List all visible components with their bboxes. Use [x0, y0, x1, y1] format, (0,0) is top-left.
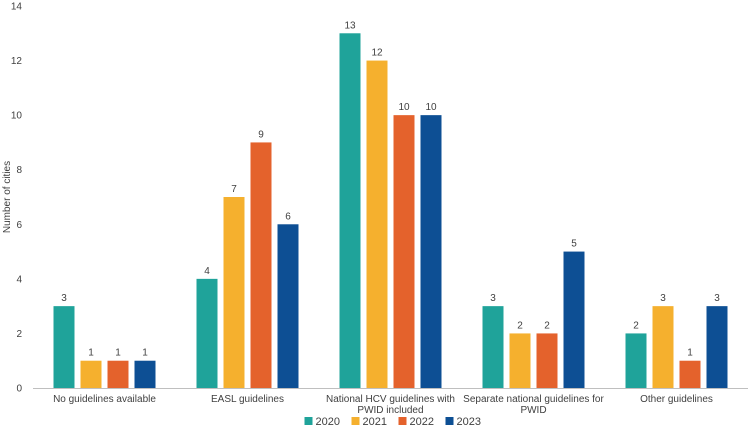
data-label-2020-cat-0: 3	[61, 293, 67, 304]
data-label-2021-cat-4: 3	[660, 293, 666, 304]
bar-2021-cat-3	[509, 333, 531, 388]
bar-2022-cat-1	[250, 142, 272, 388]
legend-swatch-2021	[351, 417, 360, 425]
legend-label-2021: 2021	[363, 416, 387, 428]
data-label-2022-cat-1: 9	[258, 129, 264, 140]
bar-2020-cat-3	[482, 306, 504, 388]
bar-2020-cat-1	[196, 278, 218, 388]
data-label-2020-cat-1: 4	[204, 266, 210, 277]
bar-2020-cat-2	[339, 33, 361, 389]
category-label: National HCV guidelines with PWID include…	[326, 394, 455, 416]
bar-2023-cat-4	[706, 306, 728, 388]
y-tick-label: 12	[11, 56, 23, 67]
data-label-2022-cat-4: 1	[687, 348, 693, 359]
bar-2021-cat-0	[80, 360, 102, 388]
legend-swatch-2023	[445, 417, 454, 425]
data-label-2022-cat-0: 1	[115, 348, 121, 359]
y-tick-label: 2	[16, 329, 22, 340]
data-label-2022-cat-3: 2	[544, 320, 550, 331]
legend: 2020 2021 2022 2023	[304, 416, 481, 428]
data-label-2020-cat-2: 13	[344, 20, 356, 31]
y-tick-label: 8	[16, 165, 22, 176]
legend-label-2020: 2020	[316, 416, 340, 428]
y-tick-label: 14	[11, 2, 23, 13]
category-label: EASL guidelines	[211, 394, 284, 405]
y-axis-ticks: 0 2 4 6 8 10 12 14	[11, 2, 23, 395]
y-tick-label: 4	[16, 274, 22, 285]
bar-2023-cat-1	[277, 224, 299, 388]
data-label-2020-cat-3: 3	[490, 293, 496, 304]
y-axis-title: Number of cities	[2, 161, 13, 233]
data-label-2023-cat-1: 6	[285, 211, 291, 222]
data-label-2023-cat-3: 5	[571, 239, 577, 250]
bar-2021-cat-1	[223, 197, 245, 388]
bar-2022-cat-2	[393, 115, 415, 389]
bar-2021-cat-2	[366, 60, 388, 388]
bar-2022-cat-0	[107, 360, 129, 388]
data-label-2020-cat-4: 2	[633, 320, 639, 331]
bar-2023-cat-0	[134, 360, 156, 388]
bar-2020-cat-4	[625, 333, 647, 388]
bars	[53, 33, 728, 389]
bar-2023-cat-3	[563, 251, 585, 388]
bar-2022-cat-3	[536, 333, 558, 388]
data-label-2021-cat-3: 2	[517, 320, 523, 331]
bar-2022-cat-4	[679, 360, 701, 388]
category-labels: No guidelines available EASL guidelines Na…	[53, 394, 713, 416]
data-label-2022-cat-2: 10	[398, 102, 410, 113]
data-label-2021-cat-1: 7	[231, 184, 237, 195]
category-label: Other guidelines	[640, 394, 713, 405]
data-label-2023-cat-0: 1	[142, 348, 148, 359]
data-label-2021-cat-2: 12	[371, 48, 383, 59]
y-tick-label: 0	[16, 384, 22, 395]
legend-label-2022: 2022	[410, 416, 434, 428]
y-tick-label: 6	[16, 220, 22, 231]
bar-2023-cat-2	[420, 115, 442, 389]
bar-2020-cat-0	[53, 306, 75, 388]
data-label-2021-cat-0: 1	[88, 348, 94, 359]
legend-label-2023: 2023	[457, 416, 481, 428]
legend-swatch-2022	[398, 417, 407, 425]
category-label: No guidelines available	[53, 394, 156, 405]
y-tick-label: 10	[11, 111, 23, 122]
category-label: Separate national guidelines for PWID	[463, 394, 604, 416]
bar-2021-cat-4	[652, 306, 674, 388]
data-label-2023-cat-2: 10	[425, 102, 437, 113]
legend-swatch-2020	[304, 417, 313, 425]
data-label-2023-cat-4: 3	[714, 293, 720, 304]
